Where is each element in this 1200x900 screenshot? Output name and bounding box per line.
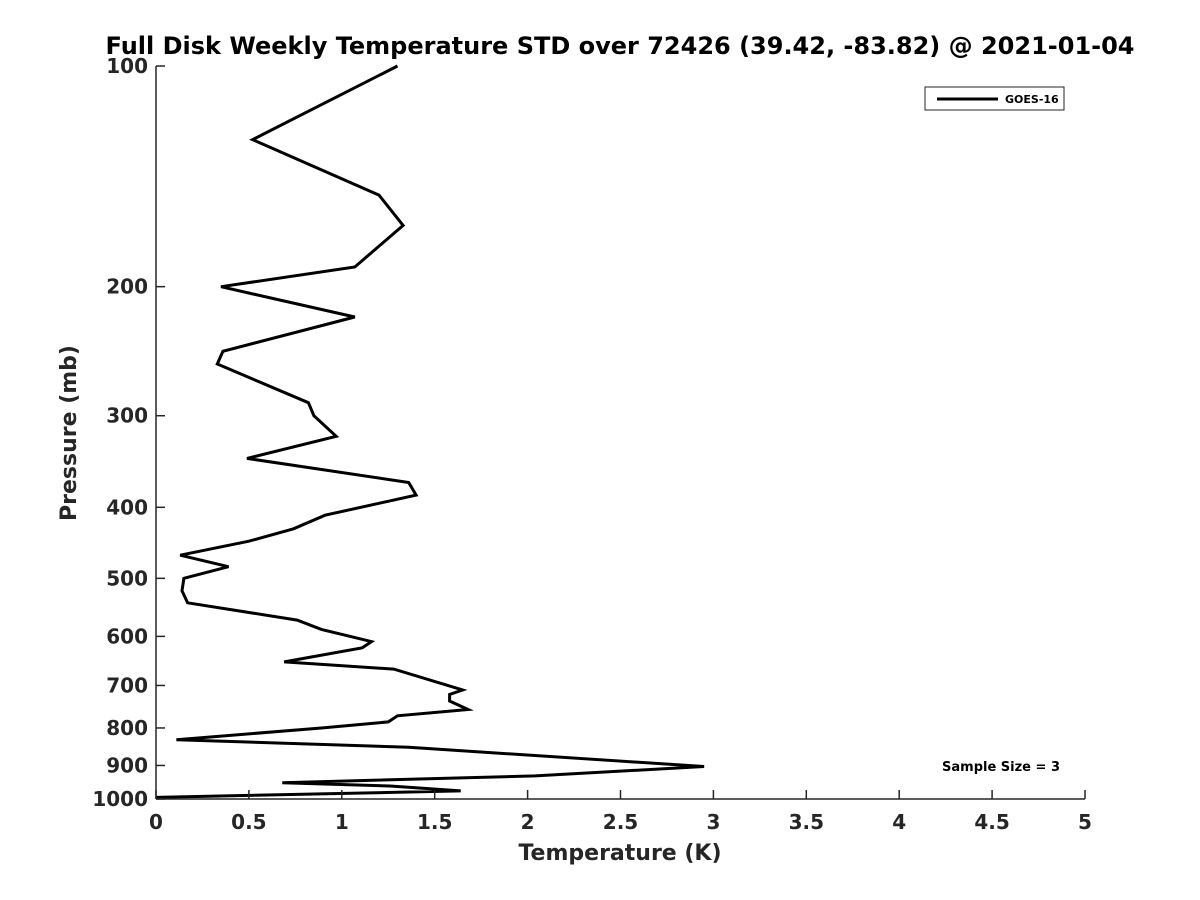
plot-area: [155, 64, 705, 799]
x-tick-label: 4.5: [974, 810, 1009, 834]
y-tick-label: 600: [106, 624, 148, 648]
x-tick-label: 3: [706, 810, 720, 834]
series-line-goes-16: [155, 64, 705, 799]
y-tick-label: 800: [106, 716, 148, 740]
y-tick-label: 500: [106, 566, 148, 590]
x-tick-label: 3.5: [789, 810, 824, 834]
legend: GOES-16: [924, 86, 1065, 111]
x-tick-group: 0 0.5 1 1.5 2 2.5 3 3.5 4 4.5 5: [149, 790, 1092, 834]
y-tick-group: 100 200 300 400 500 600 700 800 900 1000: [92, 54, 165, 811]
x-axis-label: Temperature (K): [518, 841, 721, 866]
x-tick-label: 5: [1078, 810, 1092, 834]
x-tick-label: 0.5: [231, 810, 266, 834]
legend-label-goes-16: GOES-16: [1005, 93, 1059, 106]
y-tick-label: 400: [106, 495, 148, 519]
y-tick-label: 100: [106, 54, 148, 78]
y-axis-label: Pressure (mb): [57, 345, 82, 521]
sample-size-annotation: Sample Size = 3: [942, 760, 1060, 775]
y-tick-label: 300: [106, 404, 148, 428]
chart-title: Full Disk Weekly Temperature STD over 72…: [106, 32, 1135, 60]
y-tick-label: 1000: [92, 787, 148, 811]
y-tick-label: 200: [106, 275, 148, 299]
x-tick-label: 0: [149, 810, 163, 834]
x-tick-label: 2: [521, 810, 535, 834]
x-tick-label: 4: [892, 810, 906, 834]
x-tick-label: 1.5: [417, 810, 452, 834]
y-tick-label: 900: [106, 753, 148, 777]
y-tick-label: 700: [106, 673, 148, 697]
x-tick-label: 2.5: [603, 810, 638, 834]
x-tick-label: 1: [335, 810, 349, 834]
